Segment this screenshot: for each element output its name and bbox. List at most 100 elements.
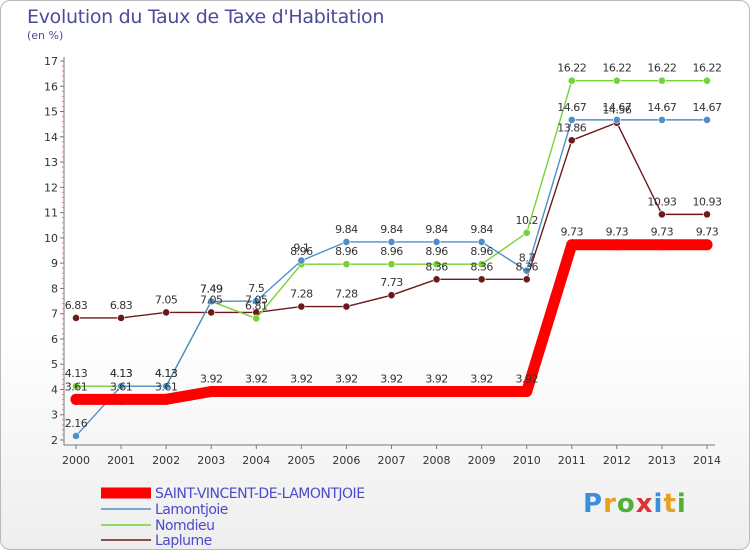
data-label: 3.92 (380, 372, 403, 385)
data-point (252, 297, 261, 305)
data-point (70, 393, 82, 405)
y-tick-label: 12 (44, 181, 58, 194)
data-point (207, 297, 216, 306)
data-point (72, 432, 80, 440)
legend-label: Laplume (155, 533, 212, 549)
y-tick-label: 14 (44, 131, 58, 144)
x-tick-label: 2006 (332, 454, 360, 467)
data-point (567, 76, 576, 85)
data-point (387, 238, 396, 246)
data-label: 8.96 (290, 245, 313, 258)
data-point (297, 256, 306, 265)
data-label: 7.49 (200, 282, 223, 295)
data-point (611, 239, 623, 251)
data-label: 8.36 (515, 260, 538, 273)
legend-label: SAINT-VINCENT-DE-LAMONTJOIE (155, 486, 365, 502)
data-label: 2.16 (65, 417, 88, 430)
y-tick-label: 16 (44, 80, 58, 93)
data-label: 14.67 (557, 101, 586, 114)
data-label: 4.13 (155, 367, 178, 380)
data-label: 9.84 (470, 223, 493, 236)
data-label: 9.73 (696, 226, 719, 239)
data-point (522, 228, 531, 237)
data-label: 3.61 (65, 380, 88, 393)
data-label: 10.2 (515, 214, 538, 227)
data-point (387, 260, 396, 269)
y-tick-label: 6 (51, 333, 58, 346)
data-point (432, 238, 441, 246)
data-label: 9.73 (651, 226, 674, 239)
data-label: 7.05 (155, 293, 178, 306)
data-label: 3.92 (245, 372, 268, 385)
x-tick-label: 2007 (378, 454, 406, 467)
data-point (658, 210, 666, 219)
data-label: 3.61 (110, 380, 133, 393)
y-tick-label: 5 (51, 358, 58, 371)
logo-letter: i (653, 489, 664, 519)
data-point (703, 115, 711, 124)
data-label: 4.13 (110, 367, 133, 380)
data-point (703, 76, 711, 85)
data-point (431, 385, 443, 397)
data-label: 3.92 (425, 372, 448, 385)
data-label: 3.92 (335, 372, 358, 385)
data-label: 3.92 (290, 372, 313, 385)
data-point (162, 382, 171, 391)
data-label: 6.83 (110, 299, 133, 312)
data-point (115, 393, 127, 405)
proxiti-logo: Proxiti (583, 489, 687, 519)
data-label: 7.73 (380, 276, 403, 289)
x-tick-label: 2000 (62, 454, 90, 467)
data-label: 9.1 (293, 242, 309, 255)
logo-letter: i (676, 489, 687, 519)
x-tick-label: 2001 (107, 454, 135, 467)
data-label: 16.22 (693, 62, 722, 75)
data-point (612, 115, 621, 124)
data-point (522, 266, 531, 275)
data-point (252, 314, 261, 323)
y-tick-label: 8 (51, 282, 58, 295)
legend-label: Lamontjoie (155, 502, 228, 518)
data-label: 16.22 (557, 62, 586, 75)
logo-letter: x (635, 489, 654, 519)
data-point (658, 76, 666, 85)
y-tick-label: 13 (44, 156, 58, 169)
data-point (160, 393, 172, 405)
data-label: 8.96 (380, 245, 403, 258)
data-label: 10.93 (693, 195, 722, 208)
data-label: 8.96 (470, 245, 493, 258)
x-tick-label: 2009 (468, 454, 496, 467)
data-label: 13.86 (557, 121, 586, 134)
y-tick-label: 7 (51, 308, 58, 321)
data-label: 10.93 (647, 195, 676, 208)
data-label: 9.73 (561, 226, 584, 239)
data-label: 9.73 (606, 226, 629, 239)
data-label: 14.67 (602, 101, 631, 114)
y-tick-label: 15 (44, 106, 58, 119)
legend-label: Nomdieu (155, 518, 214, 534)
logo-letter: P (583, 489, 604, 519)
data-point (522, 275, 531, 284)
data-point (612, 76, 621, 85)
data-point (340, 385, 352, 397)
data-point (342, 260, 351, 269)
data-label: 8.96 (425, 245, 448, 258)
data-point (205, 385, 217, 397)
data-label: 7.49 (200, 282, 223, 295)
data-label: 4.13 (155, 367, 178, 380)
data-label: 4.13 (110, 367, 133, 380)
data-point (477, 260, 486, 269)
data-label: 9.84 (425, 223, 448, 236)
data-point (432, 275, 441, 284)
data-point (342, 238, 351, 246)
data-point (567, 136, 576, 145)
data-point (387, 291, 396, 300)
logo-letter: r (603, 489, 617, 519)
data-point (250, 385, 262, 397)
data-label: 9.84 (380, 223, 403, 236)
y-tick-label: 4 (51, 383, 58, 396)
x-tick-label: 2010 (513, 454, 541, 467)
data-point (295, 385, 307, 397)
